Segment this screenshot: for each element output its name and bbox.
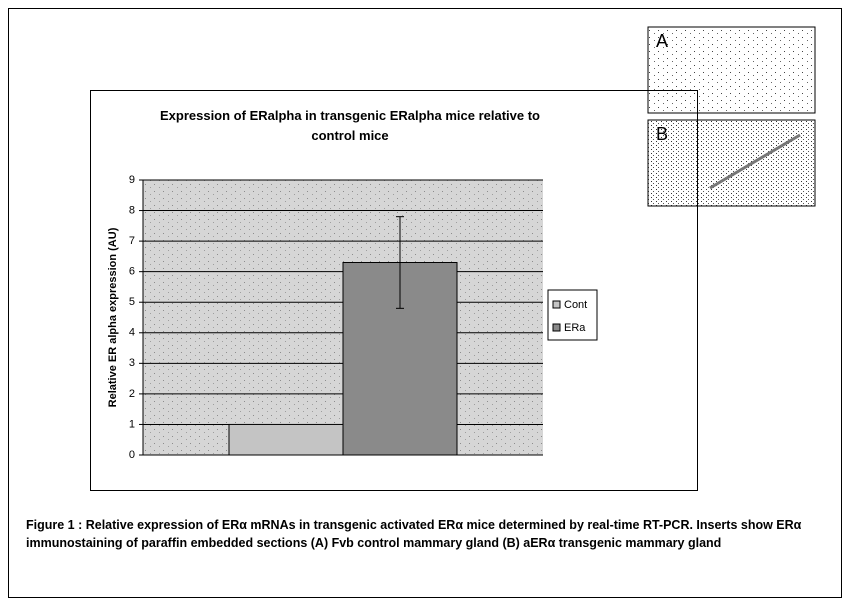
bar	[228, 423, 344, 456]
y-tick-label: 3	[129, 357, 135, 369]
error-bar	[396, 216, 404, 309]
insert-label: B	[656, 124, 668, 144]
chart-title: Expression of ERalpha in transgenic ERal…	[159, 108, 540, 143]
caption: Figure 1 : Relative expression of ERα mR…	[26, 518, 802, 550]
y-tick-label: 4	[129, 327, 135, 339]
y-tick-label: 8	[129, 204, 135, 216]
legend-label: ERa	[564, 322, 586, 334]
insert-feature	[709, 133, 801, 190]
y-tick-label: 2	[129, 388, 135, 400]
legend-swatch	[552, 300, 561, 309]
y-tick-label: 1	[129, 418, 135, 430]
y-axis-label: Relative ER alpha expression (AU)	[107, 227, 119, 407]
chart-box	[90, 90, 698, 491]
y-tick-label: 5	[129, 296, 135, 308]
frame	[8, 8, 842, 598]
insert-image	[647, 26, 816, 114]
legend-swatch	[552, 323, 561, 332]
y-tick-label: 7	[129, 235, 135, 247]
insert-label: A	[656, 31, 668, 51]
legend-label: Cont	[564, 299, 587, 311]
y-tick-label: 0	[129, 449, 135, 461]
y-tick-label: 6	[129, 266, 135, 278]
insert-image	[647, 119, 816, 207]
y-tick-label: 9	[129, 174, 135, 186]
legend-box	[547, 289, 598, 341]
